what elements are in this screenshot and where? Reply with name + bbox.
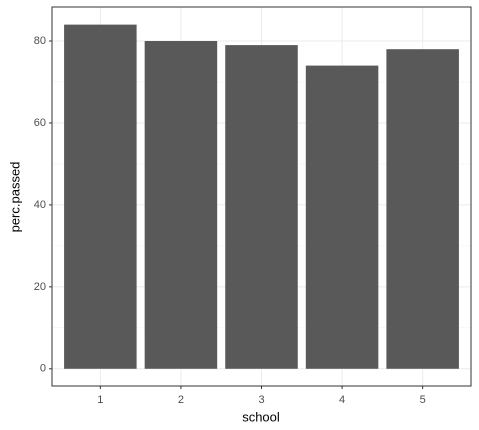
y-tick-label: 40 [34,199,46,211]
y-tick-label: 0 [40,363,46,375]
bar [64,24,137,369]
bar [225,45,298,369]
x-axis-title: school [242,409,280,424]
x-tick-label: 4 [339,394,345,406]
x-tick-label: 2 [178,394,184,406]
y-tick-label: 80 [34,35,46,47]
y-tick-label: 60 [34,117,46,129]
y-axis-title: perc.passed [7,162,22,233]
x-tick-label: 5 [420,394,426,406]
bar [386,49,459,369]
y-tick-label: 20 [34,281,46,293]
x-tick-label: 1 [97,394,103,406]
panel-border [51,6,472,387]
x-tick-label: 3 [258,394,264,406]
bar [305,65,379,369]
bar [144,41,218,369]
